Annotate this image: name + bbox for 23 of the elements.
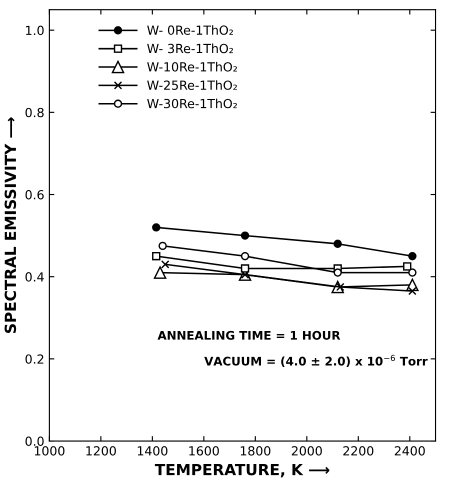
x-tick-label: 2000 [292,446,322,456]
x-tick-label: 2200 [343,446,374,456]
legend-label: W- 0Re-1ThO₂ [147,25,233,35]
y-tick-label: 0.8 [25,108,44,118]
legend-label: W-25Re-1ThO₂ [147,80,237,90]
y-tick-label: 0.4 [25,272,44,282]
y-tick-label: 0.6 [25,190,44,200]
x-tick-label: 1600 [189,446,219,456]
y-tick-label: 0.2 [25,354,44,364]
legend-label: W-30Re-1ThO₂ [147,98,237,108]
y-tick-label: 0.0 [25,436,44,446]
legend-label: W-10Re-1ThO₂ [147,62,237,72]
x-tick-label: 2400 [394,446,425,456]
legend-label: W- 3Re-1ThO₂ [147,44,233,54]
x-tick-label: 1800 [240,446,270,456]
y-axis-title: SPECTRAL EMISSIVITY ⟶ [4,117,16,333]
x-tick-label: 1000 [34,446,64,456]
annotation: VACUUM = (4.0 ± 2.0) x 10$^{−6}$ Torr [204,354,428,368]
x-tick-label: 1400 [138,446,168,456]
annotation: ANNEALING TIME = 1 HOUR [158,330,340,340]
x-tick-label: 1200 [86,446,116,456]
x-axis-title: TEMPERATURE, K ⟶ [154,464,330,478]
y-tick-label: 1.0 [26,26,44,36]
